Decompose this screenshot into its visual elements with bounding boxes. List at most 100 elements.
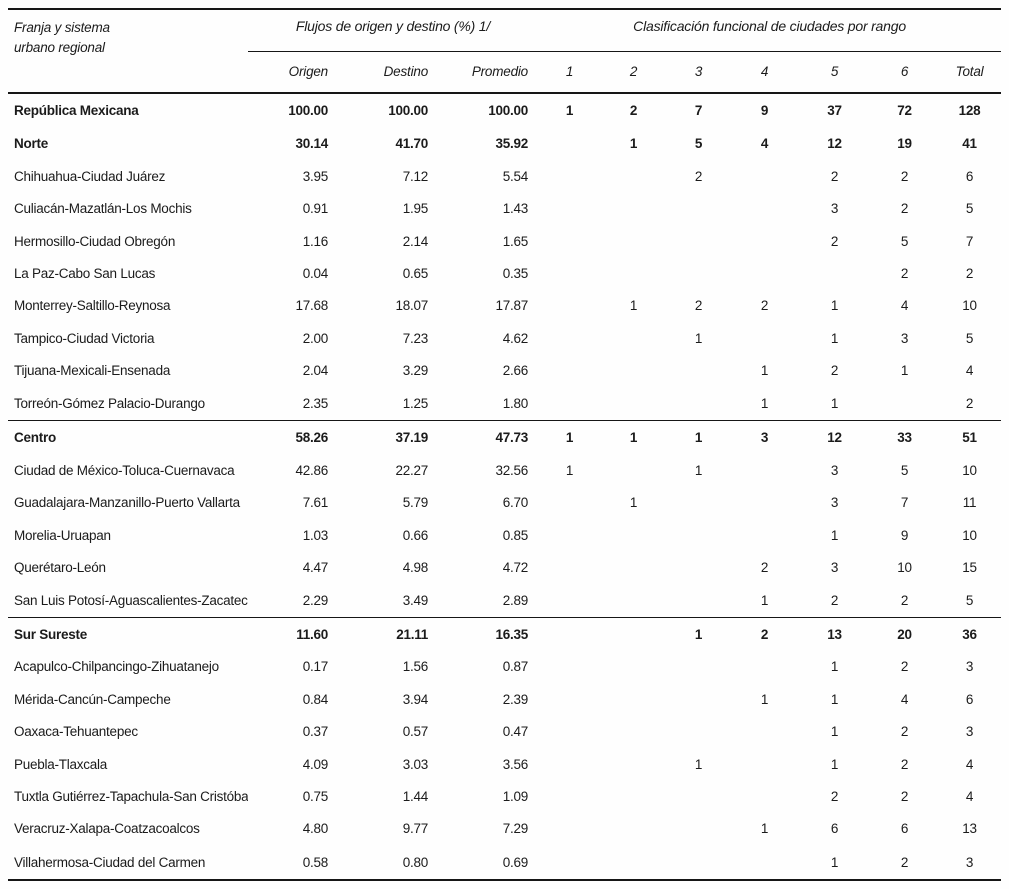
row-label: Sur Sureste bbox=[8, 616, 248, 651]
flow-value: 3.29 bbox=[402, 363, 429, 379]
rank-value bbox=[731, 715, 798, 747]
flow-value: 6.70 bbox=[502, 495, 529, 511]
col-header-rank-5: 5 bbox=[798, 51, 871, 94]
col-header-rank-1: 1 bbox=[538, 51, 601, 94]
flow-value: 3.03 bbox=[402, 756, 429, 772]
table-row: Guadalajara-Manzanillo-Puerto Vallarta 7.… bbox=[8, 486, 1001, 518]
rank-value bbox=[731, 748, 798, 780]
rank-value: 1 bbox=[830, 724, 839, 740]
total-value: 10 bbox=[962, 298, 977, 314]
rank-value: 1 bbox=[629, 136, 638, 152]
rank-value: 6 bbox=[900, 821, 909, 837]
flow-value: 3.49 bbox=[402, 592, 429, 608]
row-label: Culiacán-Mazatlán-Los Mochis bbox=[14, 201, 192, 217]
rank-value: 2 bbox=[694, 298, 703, 314]
rank-value bbox=[666, 683, 731, 715]
col-header-total: Total bbox=[938, 51, 1002, 94]
table-row: La Paz-Cabo San Lucas 0.04 0.65 0.35 2 2 bbox=[8, 257, 1001, 289]
rank-value: 37 bbox=[827, 103, 842, 119]
rank-value: 1 bbox=[760, 395, 769, 411]
rank-value: 1 bbox=[565, 462, 574, 478]
flow-value: 21.11 bbox=[338, 616, 438, 651]
row-label: Ciudad de México-Toluca-Cuernavaca bbox=[14, 462, 235, 478]
flow-value: 1.65 bbox=[502, 233, 529, 249]
flow-value: 2.00 bbox=[302, 330, 329, 346]
rank-value bbox=[731, 192, 798, 224]
flow-value: 2.39 bbox=[502, 691, 529, 707]
table-row: Villahermosa-Ciudad del Carmen 0.58 0.80 0.… bbox=[8, 845, 1001, 880]
flow-value: 2.04 bbox=[302, 363, 329, 379]
flow-value: 0.87 bbox=[502, 659, 529, 675]
rank-value bbox=[538, 584, 601, 618]
rank-value bbox=[601, 813, 666, 845]
total-value: 41 bbox=[962, 136, 977, 152]
flow-value: 4.62 bbox=[502, 330, 529, 346]
flow-value: 7.12 bbox=[402, 168, 429, 184]
rank-value: 1 bbox=[694, 330, 703, 346]
rank-value: 2 bbox=[900, 756, 909, 772]
total-value: 5 bbox=[965, 201, 974, 217]
rank-value: 2 bbox=[900, 265, 909, 281]
flow-value: 30.14 bbox=[295, 136, 328, 152]
total-value: 3 bbox=[965, 854, 974, 870]
table-row: Querétaro-León 4.47 4.98 4.72 2 3 10 15 bbox=[8, 551, 1001, 583]
total-value: 36 bbox=[938, 616, 1002, 651]
rank-value: 1 bbox=[760, 691, 769, 707]
rank-value: 1 bbox=[694, 756, 703, 772]
rank-value: 1 bbox=[601, 419, 666, 454]
rank-value: 3 bbox=[830, 462, 839, 478]
rank-value: 1 bbox=[830, 854, 839, 870]
rank-value bbox=[871, 387, 938, 421]
flow-value: 0.37 bbox=[302, 724, 329, 740]
flow-value: 22.27 bbox=[395, 462, 428, 478]
rank-value bbox=[538, 616, 601, 651]
rank-value bbox=[538, 387, 601, 421]
rank-value bbox=[601, 715, 666, 747]
rank-value: 3 bbox=[830, 201, 839, 217]
rank-value: 4 bbox=[760, 136, 769, 152]
table-row: San Luis Potosí-Aguascalientes-Zacatecas… bbox=[8, 584, 1001, 618]
rank-value: 12 bbox=[827, 136, 842, 152]
rank-value: 1 bbox=[830, 756, 839, 772]
row-label: Tuxtla Gutiérrez-Tapachula-San Cristóbal bbox=[14, 789, 248, 805]
total-value: 4 bbox=[965, 789, 974, 805]
rank-value bbox=[601, 355, 666, 387]
rank-value: 3 bbox=[830, 495, 839, 511]
rank-value: 2 bbox=[900, 168, 909, 184]
flow-value: 0.04 bbox=[302, 265, 329, 281]
rank-value: 4 bbox=[900, 691, 909, 707]
rank-value bbox=[601, 257, 666, 289]
rank-value bbox=[538, 519, 601, 551]
regional-flows-table: Franja y sistema urbano regional Flujos … bbox=[8, 8, 1002, 881]
col-header-promedio: Promedio bbox=[438, 51, 538, 94]
flow-value: 4.47 bbox=[302, 559, 329, 575]
rank-value: 2 bbox=[900, 201, 909, 217]
rank-value: 1 bbox=[629, 298, 638, 314]
table-row: Morelia-Uruapan 1.03 0.66 0.85 1 9 10 bbox=[8, 519, 1001, 551]
rank-value: 2 bbox=[830, 363, 839, 379]
section-row: Sur Sureste 11.60 21.11 16.35 1 2 13 20 36 bbox=[8, 616, 1002, 651]
rank-value: 2 bbox=[900, 854, 909, 870]
table-row: Culiacán-Mazatlán-Los Mochis 0.91 1.95 1.43… bbox=[8, 192, 1001, 224]
rank-value: 13 bbox=[798, 616, 871, 651]
rank-value: 2 bbox=[900, 592, 909, 608]
rank-value bbox=[731, 780, 798, 812]
total-value: 11 bbox=[962, 495, 977, 511]
rank-value: 3 bbox=[900, 330, 909, 346]
rank-value: 10 bbox=[897, 559, 912, 575]
flow-value: 42.86 bbox=[295, 462, 328, 478]
flow-value: 17.68 bbox=[295, 298, 328, 314]
rank-value: 1 bbox=[830, 395, 839, 411]
table-row: Veracruz-Xalapa-Coatzacoalcos 4.80 9.77 7.2… bbox=[8, 813, 1001, 845]
total-value: 2 bbox=[965, 265, 974, 281]
flow-value: 4.72 bbox=[502, 559, 529, 575]
total-value: 4 bbox=[965, 363, 974, 379]
row-label: San Luis Potosí-Aguascalientes-Zacatecas bbox=[14, 592, 248, 608]
col-header-destino: Destino bbox=[338, 51, 438, 94]
row-label: Torreón-Gómez Palacio-Durango bbox=[14, 395, 205, 411]
row-label: Monterrey-Saltillo-Reynosa bbox=[14, 298, 171, 314]
table-row: Tuxtla Gutiérrez-Tapachula-San Cristóbal… bbox=[8, 780, 1001, 812]
flow-value: 2.14 bbox=[402, 233, 429, 249]
total-value: 10 bbox=[962, 527, 977, 543]
rank-value bbox=[538, 813, 601, 845]
